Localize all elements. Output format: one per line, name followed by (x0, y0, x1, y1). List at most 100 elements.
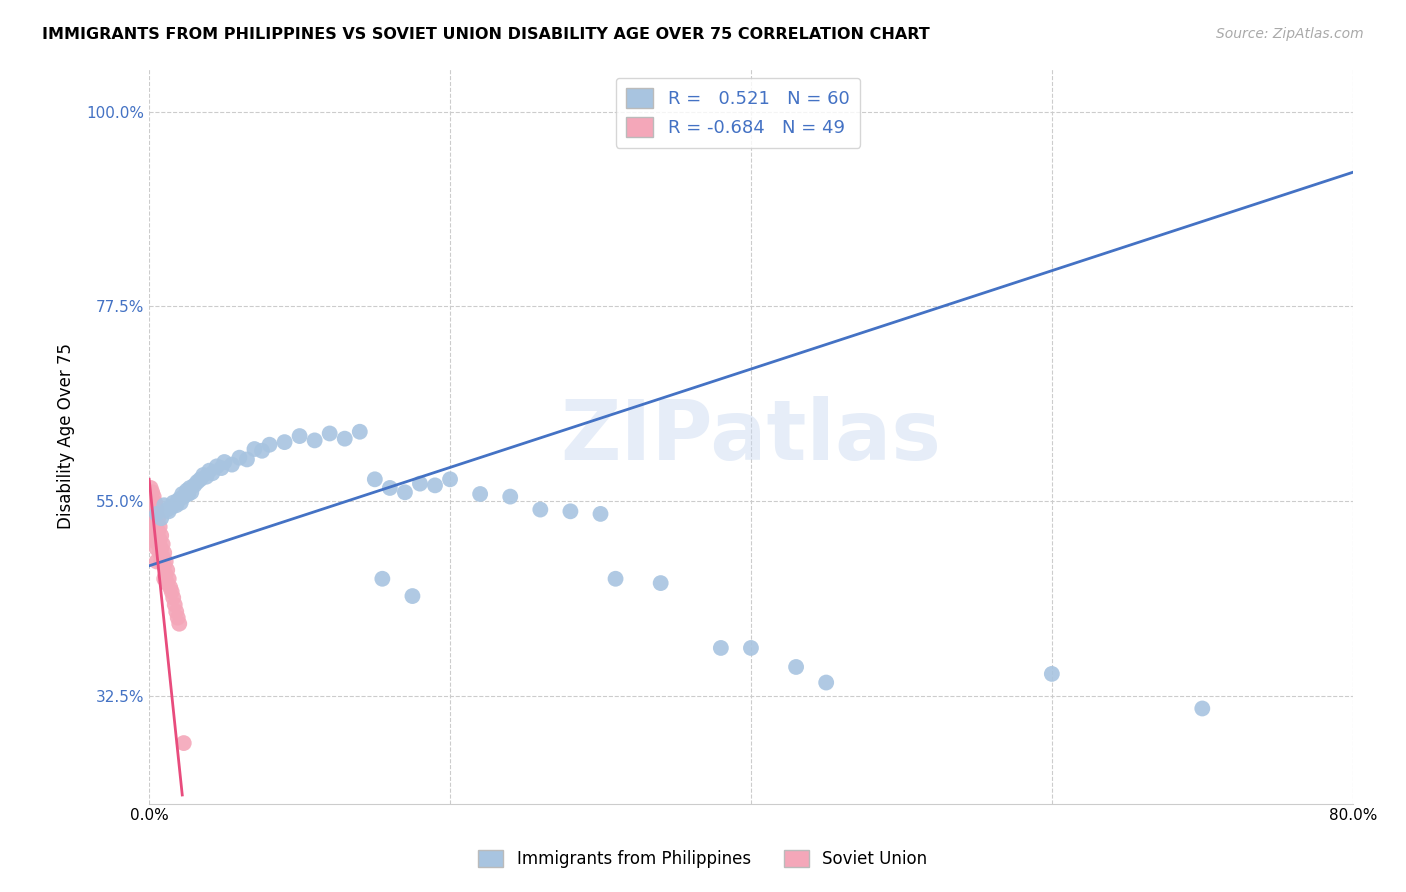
Point (143, 522, 166, 536)
Point (162, 496, 184, 510)
Point (259, 438, 281, 452)
Point (439, 472, 461, 486)
Point (423, 478, 446, 492)
Point (499, 490, 522, 504)
Point (176, 483, 198, 498)
Point (167, 492, 190, 507)
Point (141, 485, 163, 500)
Point (160, 500, 183, 514)
Point (349, 425, 371, 439)
Point (153, 572, 176, 586)
Point (378, 481, 401, 495)
Point (650, 576, 672, 591)
Point (148, 537, 170, 551)
Point (139, 496, 162, 510)
Point (145, 507, 167, 521)
Point (139, 481, 162, 495)
Point (156, 576, 179, 591)
Point (139, 507, 162, 521)
Point (815, 675, 838, 690)
Point (141, 498, 163, 512)
Y-axis label: Disability Age Over 75: Disability Age Over 75 (58, 343, 75, 529)
Point (468, 487, 491, 501)
Point (589, 507, 612, 521)
Point (141, 533, 163, 547)
Point (188, 472, 211, 486)
Point (364, 472, 387, 486)
Point (149, 520, 172, 534)
Point (156, 502, 179, 516)
Point (180, 485, 202, 500)
Point (152, 550, 174, 565)
Point (145, 541, 167, 556)
Point (153, 558, 176, 573)
Point (243, 442, 266, 456)
Point (273, 435, 295, 450)
Point (148, 511, 170, 525)
Point (409, 476, 432, 491)
Point (1191, 701, 1213, 715)
Point (172, 487, 194, 501)
Point (177, 487, 200, 501)
Point (1040, 666, 1063, 681)
Point (163, 598, 186, 612)
Point (209, 461, 232, 475)
Point (142, 502, 165, 516)
Point (740, 640, 762, 655)
Point (150, 554, 173, 568)
Point (155, 554, 177, 568)
Point (145, 516, 167, 530)
Text: Source: ZipAtlas.com: Source: ZipAtlas.com (1216, 27, 1364, 41)
Point (214, 455, 236, 469)
Text: ZIPatlas: ZIPatlas (561, 395, 942, 476)
Point (371, 572, 394, 586)
Point (166, 494, 188, 508)
Point (165, 498, 187, 512)
Text: IMMIGRANTS FROM PHILIPPINES VS SOVIET UNION DISABILITY AGE OVER 75 CORRELATION C: IMMIGRANTS FROM PHILIPPINES VS SOVIET UN… (42, 27, 929, 42)
Point (145, 502, 167, 516)
Point (201, 467, 224, 481)
Point (159, 581, 181, 595)
Point (173, 736, 195, 750)
Point (142, 516, 165, 530)
Point (148, 524, 170, 539)
Point (183, 478, 205, 492)
Point (333, 432, 356, 446)
Point (143, 496, 166, 510)
Point (205, 459, 228, 474)
Point (167, 616, 190, 631)
Point (149, 546, 172, 560)
Point (170, 496, 193, 510)
Point (139, 520, 162, 534)
Point (157, 572, 180, 586)
Point (143, 509, 166, 524)
Point (560, 504, 582, 518)
Point (162, 591, 184, 605)
Point (228, 450, 250, 465)
Legend: R =   0.521   N = 60, R = -0.684   N = 49: R = 0.521 N = 60, R = -0.684 N = 49 (616, 78, 860, 148)
Point (153, 546, 176, 560)
Legend: Immigrants from Philippines, Soviet Union: Immigrants from Philippines, Soviet Unio… (471, 843, 935, 875)
Point (173, 490, 195, 504)
Point (186, 475, 208, 489)
Point (166, 610, 188, 624)
Point (142, 528, 165, 542)
Point (142, 490, 165, 504)
Point (145, 554, 167, 568)
Point (318, 426, 340, 441)
Point (236, 452, 259, 467)
Point (198, 464, 221, 478)
Point (143, 533, 166, 547)
Point (179, 481, 201, 495)
Point (152, 537, 174, 551)
Point (288, 429, 311, 443)
Point (710, 640, 733, 655)
Point (401, 589, 423, 603)
Point (141, 522, 163, 536)
Point (156, 563, 179, 577)
Point (605, 572, 627, 586)
Point (193, 467, 215, 482)
Point (304, 434, 326, 448)
Point (150, 541, 173, 556)
Point (785, 660, 807, 674)
